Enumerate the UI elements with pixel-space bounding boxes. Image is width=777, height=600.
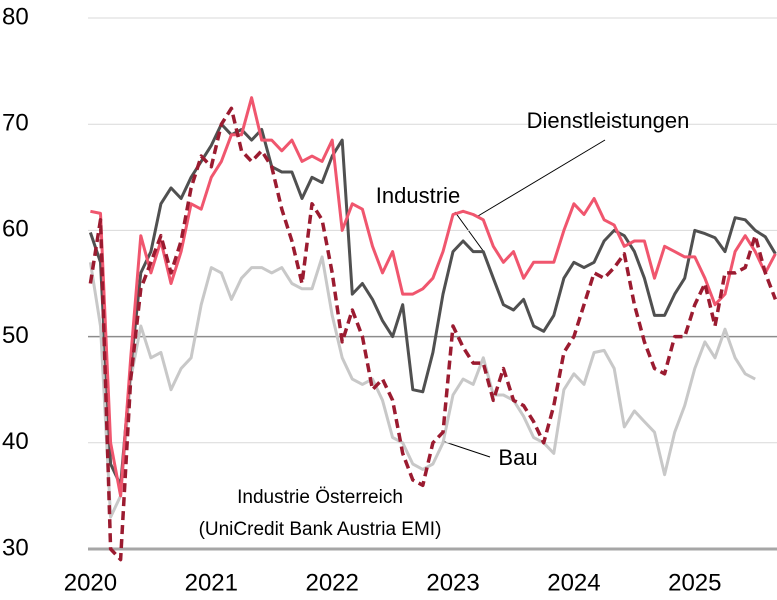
series-line — [88, 106, 777, 562]
y-tick-label: 80 — [2, 3, 29, 30]
annotation: (UniCredit Bank Austria EMI) — [199, 519, 442, 540]
leader-lines — [441, 139, 606, 458]
x-tick-label: 2025 — [668, 569, 721, 596]
leader-line — [454, 211, 485, 253]
y-tick-label: 50 — [2, 322, 29, 349]
annotation: Industrie — [376, 183, 460, 208]
series-line — [88, 255, 756, 519]
annotation: Bau — [498, 445, 537, 470]
series-line — [90, 96, 777, 498]
x-tick-label: 2022 — [305, 569, 358, 596]
leader-line — [441, 440, 491, 458]
y-tick-label: 60 — [2, 216, 29, 243]
annotation: Dienstleistungen — [527, 108, 690, 133]
y-tick-label: 70 — [2, 110, 29, 137]
x-tick-label: 2023 — [426, 569, 479, 596]
y-tick-label: 40 — [2, 428, 29, 455]
leader-line — [477, 139, 606, 217]
annotation: Industrie Österreich — [237, 487, 403, 508]
x-tick-label: 2024 — [547, 569, 600, 596]
y-tick-label: 30 — [2, 534, 29, 561]
x-tick-label: 2021 — [185, 569, 238, 596]
x-tick-label: 2020 — [64, 569, 117, 596]
series-line — [88, 122, 777, 487]
